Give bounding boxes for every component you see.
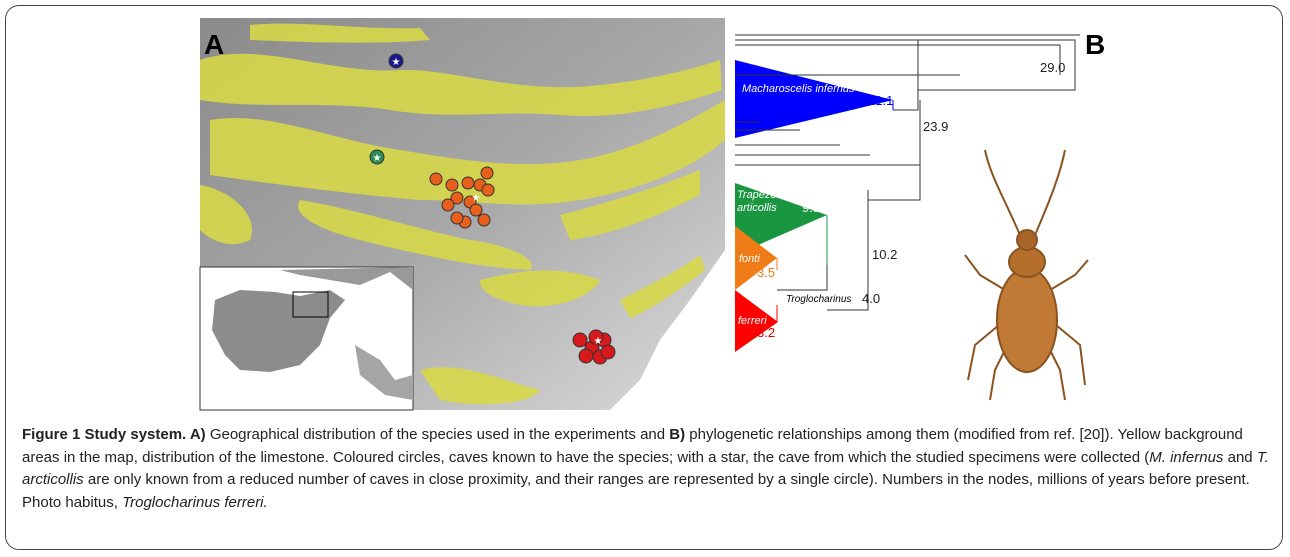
node-age: 10.2 (872, 247, 897, 262)
beetle-photo (965, 150, 1088, 400)
node-age: 3.2 (757, 325, 775, 340)
svg-text:★: ★ (594, 336, 603, 347)
genus-label: Troglocharinus (786, 294, 851, 305)
caption-species: Troglocharinus ferreri. (122, 494, 268, 511)
caption-text: Geographical distribution of the species… (206, 426, 670, 443)
taxon-label: Trapezodirus (737, 189, 801, 201)
node-age: 4.0 (862, 291, 880, 306)
figure-caption: Figure 1 Study system. A) Geographical d… (22, 424, 1272, 514)
node-age: 21.1 (868, 93, 893, 108)
panel-label: B (1085, 29, 1105, 60)
node-age: 23.9 (923, 119, 948, 134)
svg-text:★: ★ (373, 153, 382, 164)
node-age: 9.5 (802, 200, 820, 215)
taxon-label: Macharoscelis infernus (742, 83, 855, 95)
node-age: 3.5 (757, 265, 775, 280)
page: ★ ★ ★ ★ A Macharoscelis infernus Trapezodir… (0, 0, 1290, 557)
caption-species: M. infernus (1149, 449, 1223, 466)
svg-text:★: ★ (392, 57, 401, 68)
taxon-label: fonti (739, 253, 760, 265)
taxon-label: articollis (737, 202, 777, 214)
svg-text:★: ★ (472, 193, 481, 204)
map: ★ ★ ★ ★ A (200, 18, 725, 410)
panel-label: A (204, 29, 224, 60)
caption-panel-ref: B) (669, 426, 685, 443)
caption-text: and (1223, 449, 1256, 466)
figure: ★ ★ ★ ★ A Macharoscelis infernus Trapezodir… (0, 0, 1290, 420)
caption-heading: Figure 1 Study system. A) (22, 426, 206, 443)
node-age: 29.0 (1040, 60, 1065, 75)
